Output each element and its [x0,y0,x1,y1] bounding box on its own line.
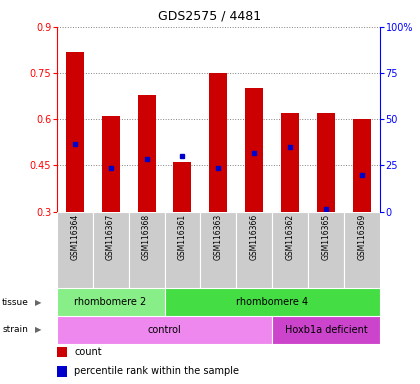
Text: GSM116363: GSM116363 [214,214,223,260]
Text: ▶: ▶ [35,298,41,307]
Text: GSM116361: GSM116361 [178,214,187,260]
Text: GDS2575 / 4481: GDS2575 / 4481 [158,10,262,23]
Bar [272,316,380,344]
Text: GSM116364: GSM116364 [70,214,79,260]
Bar [245,88,263,212]
Bar [57,316,272,344]
Bar [210,73,227,212]
Bar [102,116,120,212]
Text: GSM116365: GSM116365 [322,214,331,260]
Bar [165,288,380,316]
Bar [57,347,67,357]
Text: GSM116366: GSM116366 [250,214,259,260]
Bar [57,212,93,288]
Text: count: count [74,347,102,357]
Text: GSM116362: GSM116362 [286,214,295,260]
Bar [344,212,380,288]
Text: rhombomere 2: rhombomere 2 [74,297,147,307]
Text: rhombomere 4: rhombomere 4 [236,297,308,307]
Text: GSM116368: GSM116368 [142,214,151,260]
Text: tissue: tissue [2,298,29,307]
Bar [66,51,84,212]
Bar [236,212,272,288]
Text: strain: strain [2,325,28,334]
Text: GSM116367: GSM116367 [106,214,115,260]
Text: ▶: ▶ [35,325,41,334]
Text: control: control [147,325,181,335]
Bar [57,366,67,376]
Bar [138,94,155,212]
Bar [281,113,299,212]
Bar [317,113,335,212]
Bar [308,212,344,288]
Bar [272,212,308,288]
Text: percentile rank within the sample: percentile rank within the sample [74,366,239,376]
Bar [93,212,129,288]
Bar [57,288,165,316]
Bar [129,212,165,288]
Bar [165,212,200,288]
Text: GSM116369: GSM116369 [358,214,367,260]
Bar [200,212,236,288]
Bar [353,119,371,212]
Text: Hoxb1a deficient: Hoxb1a deficient [285,325,368,335]
Bar [173,162,192,212]
